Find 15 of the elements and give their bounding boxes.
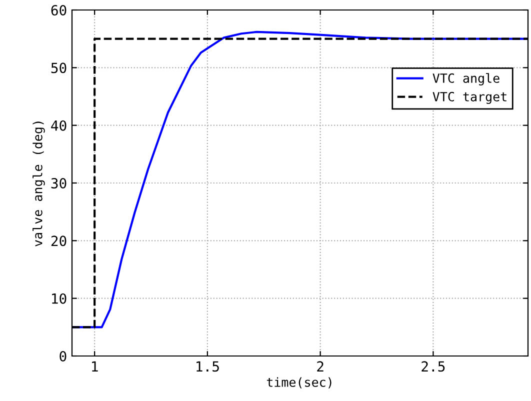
y-tick-label: 0 bbox=[60, 351, 66, 362]
x-tick-label: 1 bbox=[92, 361, 98, 372]
y-tick-label: 40 bbox=[51, 120, 66, 131]
x-tick-label: 2 bbox=[317, 361, 324, 372]
x-tick-label: 2.5 bbox=[422, 361, 445, 372]
legend-label: VTC angle bbox=[432, 73, 500, 86]
y-axis-title: valve angle (deg) bbox=[32, 122, 45, 246]
y-tick-label: 10 bbox=[52, 293, 66, 304]
y-tick-label: 60 bbox=[51, 5, 66, 16]
y-tick-label: 30 bbox=[51, 178, 66, 189]
legend-label: VTC target bbox=[432, 92, 506, 104]
y-tick-label: 50 bbox=[51, 62, 66, 74]
y-tick-label: 20 bbox=[51, 236, 66, 246]
x-axis-title: time(sec) bbox=[266, 377, 332, 388]
x-tick-label: 1.5 bbox=[196, 361, 219, 372]
